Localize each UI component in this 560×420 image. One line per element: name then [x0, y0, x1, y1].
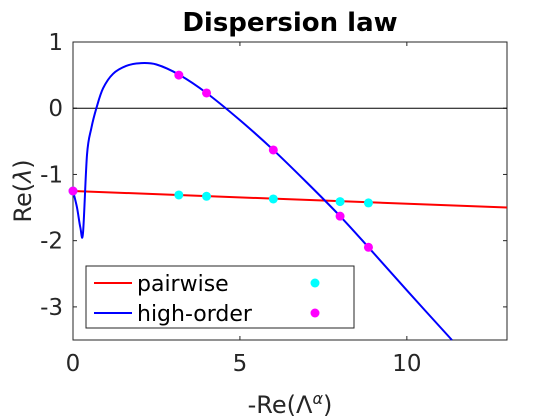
legend-marker-magenta [310, 308, 320, 318]
y-tick-label: -1 [40, 162, 63, 188]
data-marker [174, 70, 184, 80]
series-line-high-order [72, 61, 453, 341]
legend-label-high-order: high-order [137, 302, 253, 327]
data-marker [335, 211, 345, 221]
legend-box [85, 265, 355, 329]
y-tick-label: 0 [48, 96, 63, 122]
legend: pairwise high-order [85, 265, 355, 329]
y-tick-label: 1 [48, 30, 63, 56]
x-tick-label: 10 [392, 351, 421, 377]
x-tick-label: 5 [233, 351, 248, 377]
data-markers [68, 70, 373, 252]
x-axis-label: -Re(Λα) [248, 389, 333, 419]
legend-marker-cyan [310, 278, 320, 288]
data-marker [268, 145, 278, 155]
data-marker [174, 190, 184, 200]
y-tick-label: -2 [40, 229, 63, 255]
data-marker [68, 186, 78, 196]
series-line-pairwise [72, 190, 508, 209]
data-marker [268, 194, 278, 204]
chart-title: Dispersion law [182, 8, 397, 38]
y-axis-label: Re(λ) [9, 159, 37, 222]
x-tick-label: 0 [66, 351, 81, 377]
data-marker [202, 88, 212, 98]
data-marker [363, 198, 373, 208]
data-marker [363, 242, 373, 252]
y-tick-label: -3 [40, 295, 63, 321]
legend-label-pairwise: pairwise [137, 272, 229, 297]
series-lines [72, 61, 508, 341]
data-marker [202, 191, 212, 201]
data-marker [335, 197, 345, 207]
